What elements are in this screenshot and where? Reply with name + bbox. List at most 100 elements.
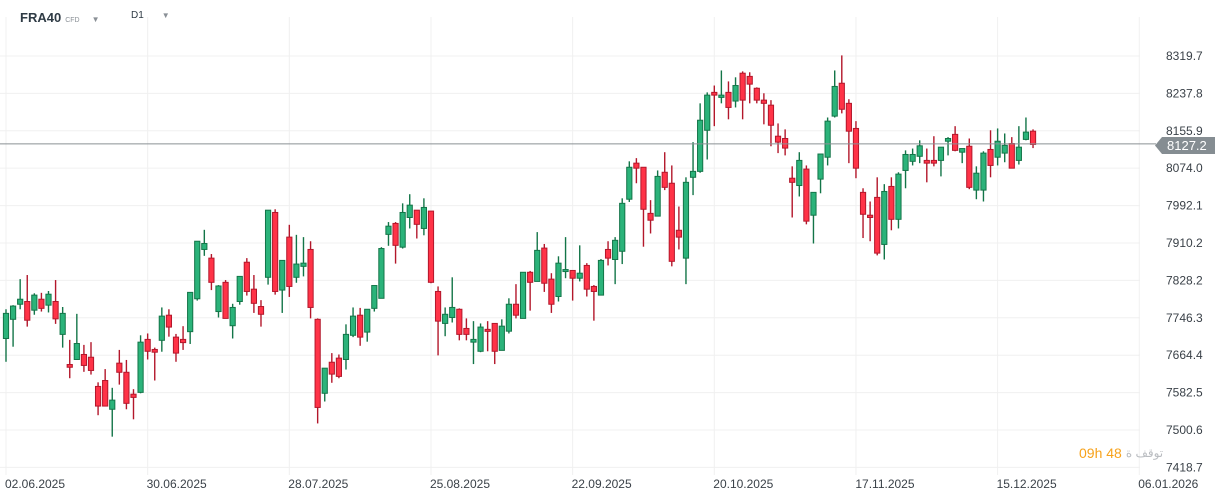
chevron-down-icon: ▼: [161, 11, 170, 20]
candle-body: [937, 146, 945, 161]
candle-body: [697, 119, 704, 172]
x-tick-label: 22.09.2025: [572, 477, 632, 491]
candle-bullish: [378, 247, 385, 299]
y-tick-label: 8319.7: [1166, 49, 1203, 63]
candle-bearish: [434, 286, 442, 356]
candle-body: [321, 367, 328, 394]
candle-body: [215, 285, 222, 313]
y-tick-label: 8074.0: [1166, 161, 1203, 175]
candle-bearish: [548, 273, 555, 313]
candle-bullish: [944, 137, 952, 156]
candle-bullish: [980, 151, 987, 202]
candle-bearish: [1008, 137, 1015, 169]
candle-bullish: [349, 307, 357, 338]
x-tick-label: 20.10.2025: [713, 477, 773, 491]
candle-bearish: [512, 284, 520, 319]
candle-bullish: [59, 306, 66, 348]
candle-bearish: [208, 254, 215, 291]
candle-bullish: [449, 277, 456, 323]
candle-bearish: [725, 81, 732, 120]
candle-body: [87, 356, 95, 371]
candle-body: [406, 204, 413, 218]
candle-body: [881, 190, 888, 245]
candle-bullish: [895, 172, 902, 229]
candle-body: [782, 137, 789, 149]
grid: [0, 17, 1140, 475]
candle-bullish: [477, 323, 484, 353]
candle-bullish: [137, 335, 144, 394]
candle-bullish: [194, 240, 201, 301]
candle-body: [626, 166, 633, 200]
candle-body: [286, 236, 293, 287]
symbol-selector[interactable]: FRA40 CFD ▼: [20, 10, 100, 25]
candle-body: [420, 206, 427, 229]
candle-body: [987, 148, 994, 166]
candle-bearish: [38, 292, 45, 312]
y-tick-label: 7582.5: [1166, 386, 1203, 400]
candle-bearish: [52, 280, 59, 324]
candle-bullish: [704, 92, 711, 160]
candle-body: [243, 261, 250, 292]
candle-body: [604, 248, 612, 259]
candle-bearish: [952, 126, 959, 152]
candle-bearish: [80, 344, 88, 372]
candle-body: [307, 248, 314, 308]
candle-bullish: [2, 309, 10, 362]
candle-body: [725, 91, 732, 108]
candle-body: [498, 325, 505, 351]
candle-body: [328, 361, 335, 375]
candle-bullish: [973, 166, 980, 200]
candle-bearish: [527, 270, 534, 311]
candle-body: [1022, 131, 1030, 140]
candle-body: [633, 162, 640, 169]
candle-body: [442, 313, 449, 324]
candle-bearish: [392, 222, 399, 264]
candle-body: [895, 173, 902, 220]
candle-body: [944, 137, 952, 142]
candle-bullish: [385, 222, 392, 246]
candle-body: [102, 380, 109, 407]
timeframe-selector[interactable]: D1 ▼: [131, 10, 170, 21]
x-axis: 02.06.2025 30.06.2025 28.07.2025 25.08.2025…: [5, 477, 1199, 491]
candle-body: [449, 306, 456, 318]
candle-body: [94, 385, 102, 407]
y-tick-label: 7828.2: [1166, 273, 1203, 287]
candle-bullish: [994, 128, 1001, 166]
candle-bearish: [647, 200, 654, 234]
candle-bearish: [966, 138, 973, 190]
candle-bullish: [1001, 133, 1008, 163]
candle-bearish: [711, 85, 718, 127]
candle-body: [1001, 144, 1008, 154]
candle-bullish: [279, 259, 286, 313]
candle-body: [980, 152, 987, 191]
candle-body: [385, 225, 392, 235]
candle-bearish: [987, 130, 994, 178]
candle-body: [909, 153, 916, 162]
candle-body: [597, 259, 605, 296]
x-tick-label: 06.01.2026: [1138, 477, 1198, 491]
x-tick-label: 02.06.2025: [5, 477, 65, 491]
candle-bullish: [1022, 117, 1030, 141]
candle-bullish: [187, 291, 194, 344]
x-tick-label: 25.08.2025: [430, 477, 490, 491]
candle-bearish: [307, 241, 314, 319]
candle-bearish: [179, 326, 187, 350]
candle-bullish: [817, 153, 824, 194]
candle-bearish: [484, 321, 491, 352]
candle-body: [80, 353, 88, 366]
candle-bearish: [640, 166, 647, 247]
candle-bullish: [881, 184, 888, 260]
candle-bearish: [328, 353, 335, 383]
candle-bearish: [888, 177, 895, 231]
candle-bearish: [633, 158, 640, 184]
candle-bearish: [413, 209, 420, 239]
candles: [2, 55, 1037, 437]
candle-bearish: [583, 263, 590, 297]
candle-bullish: [697, 103, 704, 173]
candle-bullish: [619, 198, 626, 265]
candle-body: [534, 249, 541, 282]
candle-body: [647, 212, 654, 221]
candle-bearish: [569, 269, 576, 301]
candle-bearish: [335, 354, 343, 379]
